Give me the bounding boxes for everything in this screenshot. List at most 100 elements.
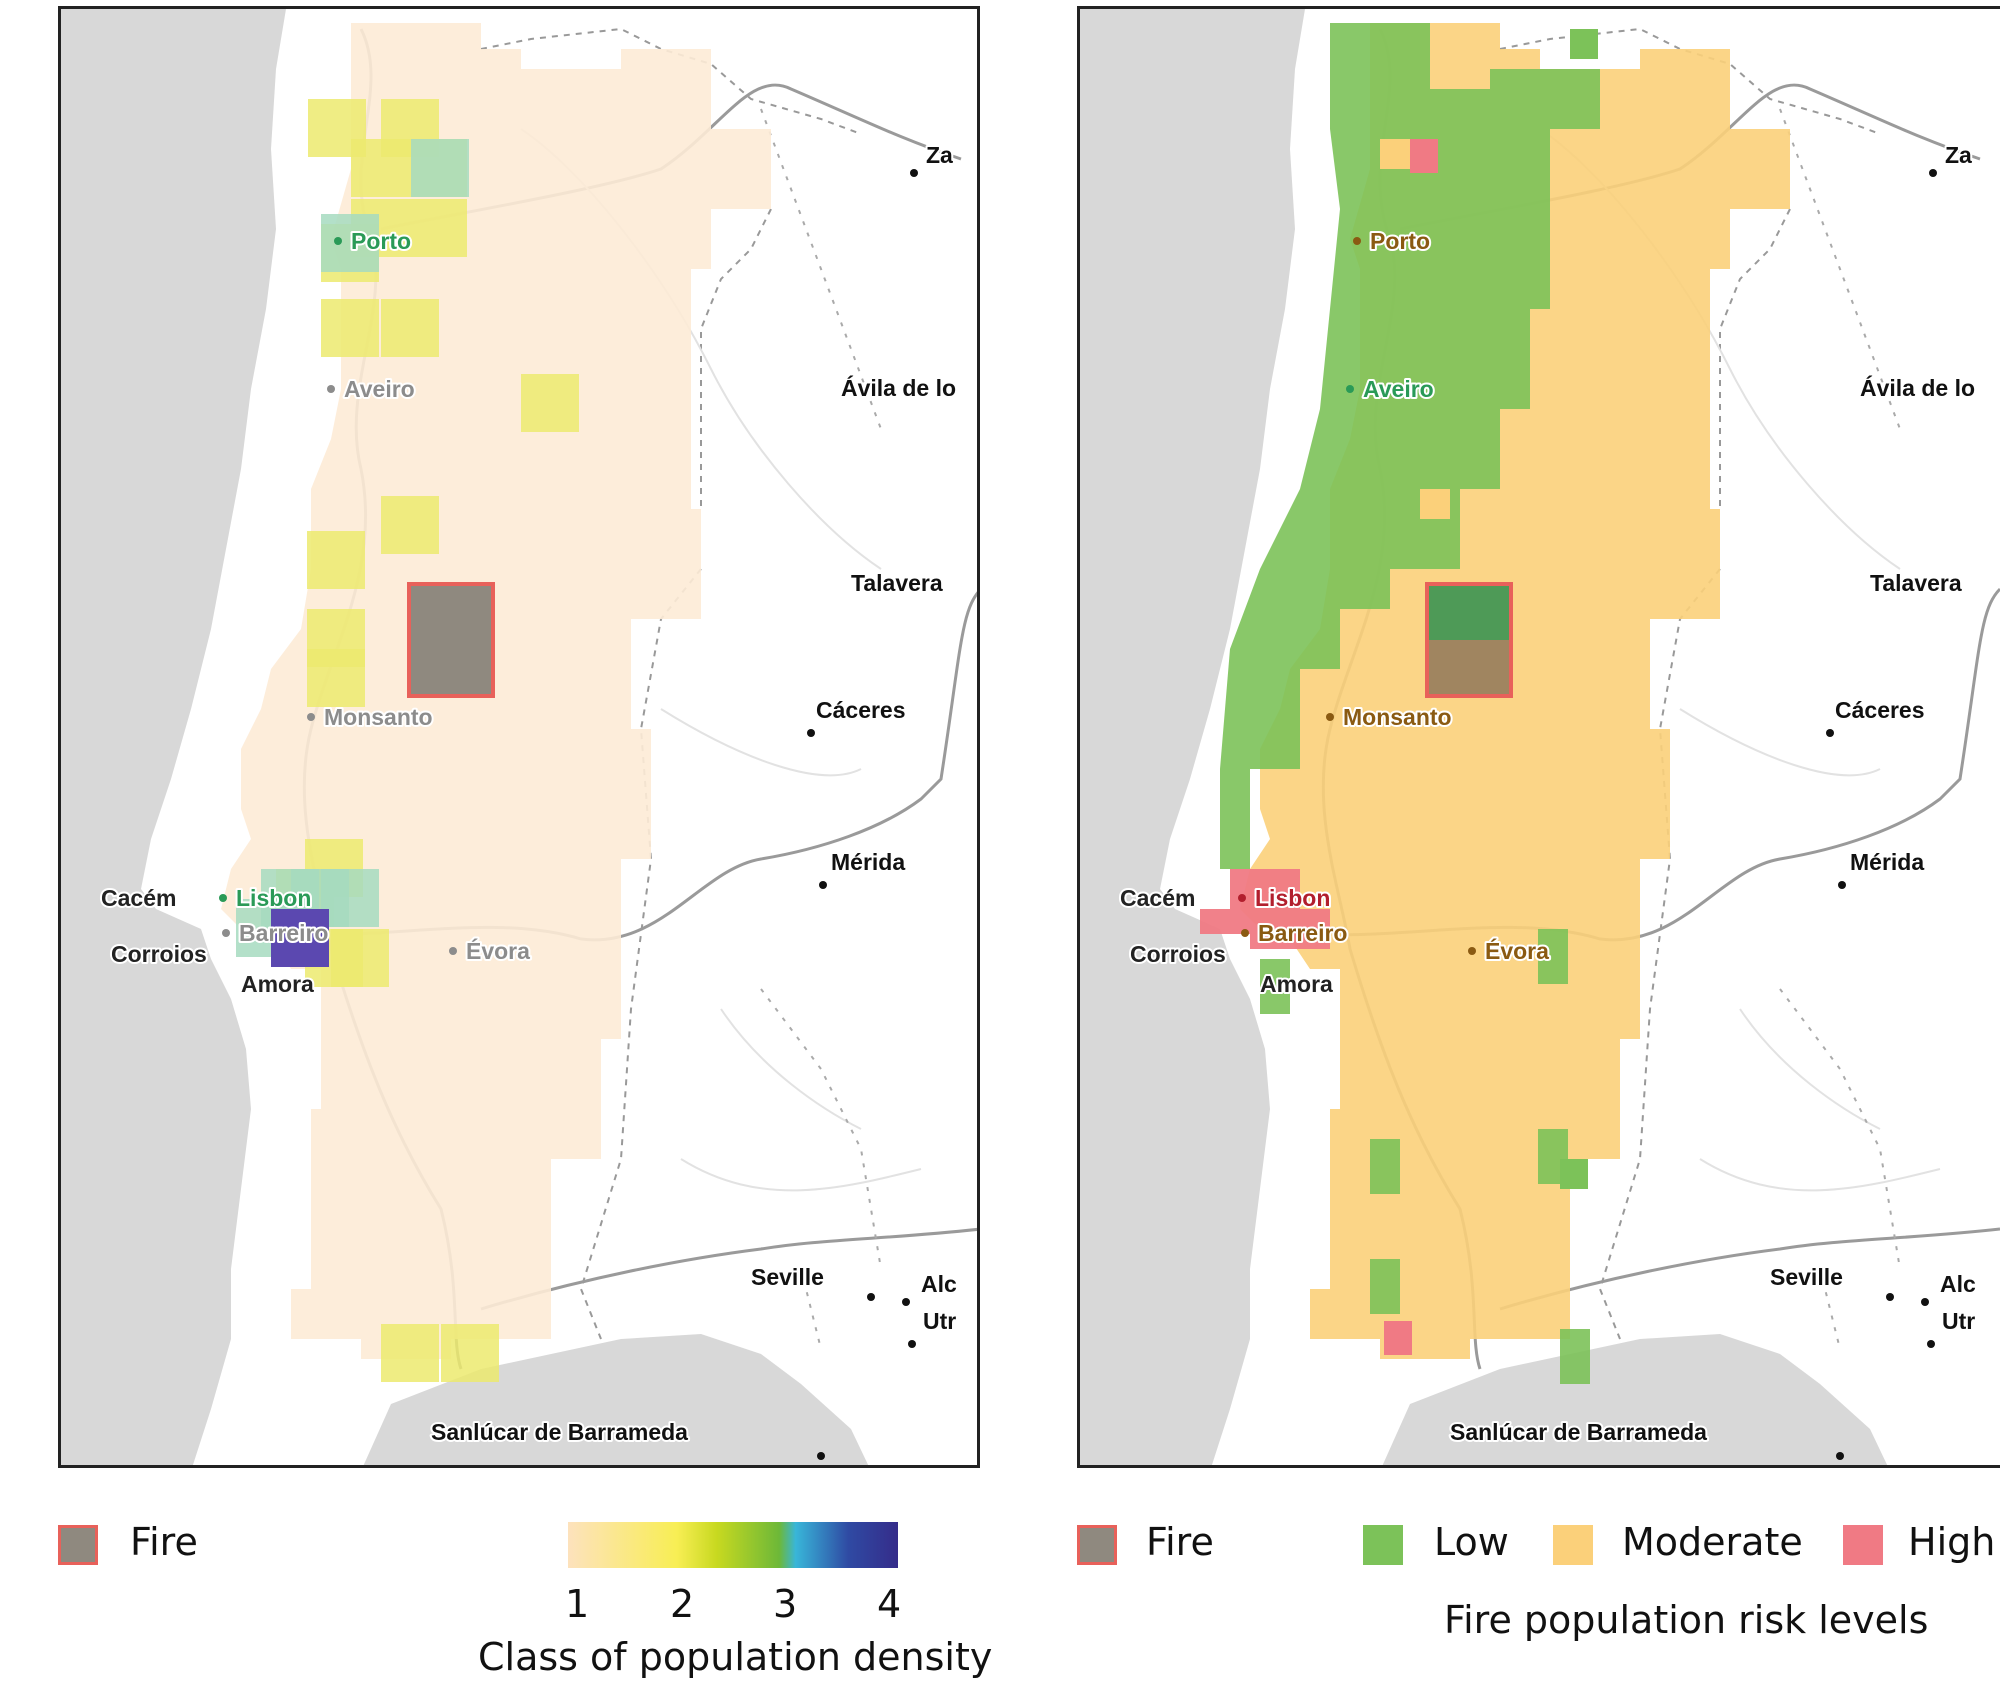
- colorbar-title: Class of population density: [478, 1635, 993, 1679]
- city-label: Za: [926, 142, 953, 168]
- density-map-panel: Porto Aveiro Monsanto Lisbon Cacém Barreiro Co…: [58, 6, 980, 1468]
- city-label: Aveiro: [1363, 376, 1434, 402]
- border-line: [480, 27, 862, 1340]
- density-cell-class-2: [307, 649, 365, 707]
- city-label: Seville: [1770, 1264, 1843, 1290]
- high-risk-region: [1200, 869, 1330, 949]
- city-label: Barreiro: [1258, 920, 1347, 946]
- city-marker: [307, 713, 315, 721]
- city-label: Lisbon: [1255, 885, 1330, 911]
- city-marker: [327, 385, 335, 393]
- population-density-map: Porto Aveiro Monsanto Lisbon Cacém Barreiro Co…: [61, 9, 977, 1465]
- river-line: [520, 128, 922, 1192]
- density-cell-class-2: [381, 1324, 439, 1382]
- city-marker: [449, 947, 457, 955]
- high-risk-label: High: [1908, 1520, 1996, 1564]
- province-line: [1779, 108, 1901, 1350]
- city-marker: [219, 894, 227, 902]
- colorbar-tick-4: 4: [877, 1582, 902, 1626]
- river-line: [1539, 128, 1941, 1192]
- moderate-risk-cell: [1420, 489, 1450, 519]
- city-marker: [1927, 1340, 1935, 1348]
- density-cell-class-2: [331, 929, 389, 987]
- moderate-risk-label: Moderate: [1622, 1520, 1803, 1564]
- atlantic-ocean: [1080, 9, 1305, 1465]
- city-label: Cáceres: [816, 697, 906, 723]
- city-marker: [1241, 929, 1249, 937]
- city-label: Cacém: [1120, 885, 1195, 911]
- density-cell-class-2: [307, 531, 365, 589]
- fire-risk-map: Porto Aveiro Monsanto Lisbon Cacém Barreiro Co…: [1080, 9, 2000, 1465]
- city-label: Monsanto: [1343, 704, 1452, 730]
- city-marker: [1886, 1293, 1894, 1301]
- city-label: Ávila de lo: [1860, 374, 1975, 401]
- city-marker: [867, 1293, 875, 1301]
- city-label: Corroios: [1130, 941, 1226, 967]
- city-marker: [1838, 881, 1846, 889]
- atlantic-ocean: [61, 9, 286, 1465]
- density-cell-class-3: [321, 214, 379, 272]
- city-label: Corroios: [111, 941, 207, 967]
- city-marker: [334, 237, 342, 245]
- city-marker: [817, 1452, 825, 1460]
- colorbar-tick-1: 1: [565, 1582, 590, 1626]
- city-label: Alc: [1940, 1271, 1976, 1297]
- city-marker: [222, 929, 230, 937]
- city-marker: [1346, 385, 1354, 393]
- colorbar-tick-2: 2: [670, 1582, 695, 1626]
- fire-legend-swatch: [1077, 1525, 1117, 1565]
- low-risk-swatch: [1363, 1525, 1403, 1565]
- high-risk-cell: [1384, 1321, 1412, 1355]
- city-label: Mérida: [1850, 849, 1924, 875]
- city-label: Ávila de lo: [841, 374, 956, 401]
- highway-line: [480, 1227, 977, 1311]
- city-label: Utr: [1942, 1308, 1975, 1334]
- low-risk-cell: [1560, 1329, 1590, 1384]
- risk-legend-title: Fire population risk levels: [1444, 1598, 1929, 1642]
- province-line: [760, 108, 882, 1350]
- city-marker: [908, 1340, 916, 1348]
- city-label: Évora: [1485, 937, 1549, 964]
- city-marker: [1929, 169, 1937, 177]
- density-cell-class-2: [381, 299, 439, 357]
- city-label: Talavera: [1870, 570, 1962, 596]
- city-label: Sanlúcar de Barrameda: [1450, 1419, 1707, 1445]
- city-marker: [1836, 1452, 1844, 1460]
- high-risk-cell: [1410, 139, 1438, 173]
- city-marker: [1326, 713, 1334, 721]
- low-risk-cell: [1260, 959, 1290, 1014]
- city-label: Aveiro: [344, 376, 415, 402]
- highway-line: [1499, 1227, 2000, 1311]
- density-cell-class-2: [351, 139, 409, 197]
- density-cell-class-2: [441, 1324, 499, 1382]
- density-cell-class-2: [381, 496, 439, 554]
- city-label: Porto: [1370, 228, 1430, 254]
- fire-legend-label: Fire: [130, 1520, 198, 1564]
- city-label: Barreiro: [239, 920, 328, 946]
- fire-marker-lower: [1427, 640, 1511, 696]
- density-colorbar: [568, 1522, 898, 1568]
- fire-legend-label: Fire: [1146, 1520, 1214, 1564]
- high-risk-swatch: [1843, 1525, 1883, 1565]
- low-risk-cell: [1538, 1129, 1568, 1184]
- city-label: Cáceres: [1835, 697, 1925, 723]
- border-line: [1499, 27, 1881, 1340]
- density-cell-class-2: [409, 199, 467, 257]
- city-label: Porto: [351, 228, 411, 254]
- density-cell-class-2: [521, 374, 579, 432]
- city-label: Évora: [466, 937, 530, 964]
- city-label: Amora: [241, 971, 314, 997]
- city-marker: [1468, 947, 1476, 955]
- gulf-of-cadiz: [1382, 1334, 1888, 1465]
- city-label: Utr: [923, 1308, 956, 1334]
- low-risk-cell: [1370, 1139, 1400, 1194]
- colorbar-tick-3: 3: [773, 1582, 798, 1626]
- fire-marker-upper: [1427, 584, 1511, 640]
- city-label: Seville: [751, 1264, 824, 1290]
- city-marker: [1353, 237, 1361, 245]
- city-label: Alc: [921, 1271, 957, 1297]
- city-label: Lisbon: [236, 885, 311, 911]
- gulf-of-cadiz: [363, 1334, 869, 1465]
- moderate-risk-cell: [1380, 139, 1410, 169]
- city-marker: [1826, 729, 1834, 737]
